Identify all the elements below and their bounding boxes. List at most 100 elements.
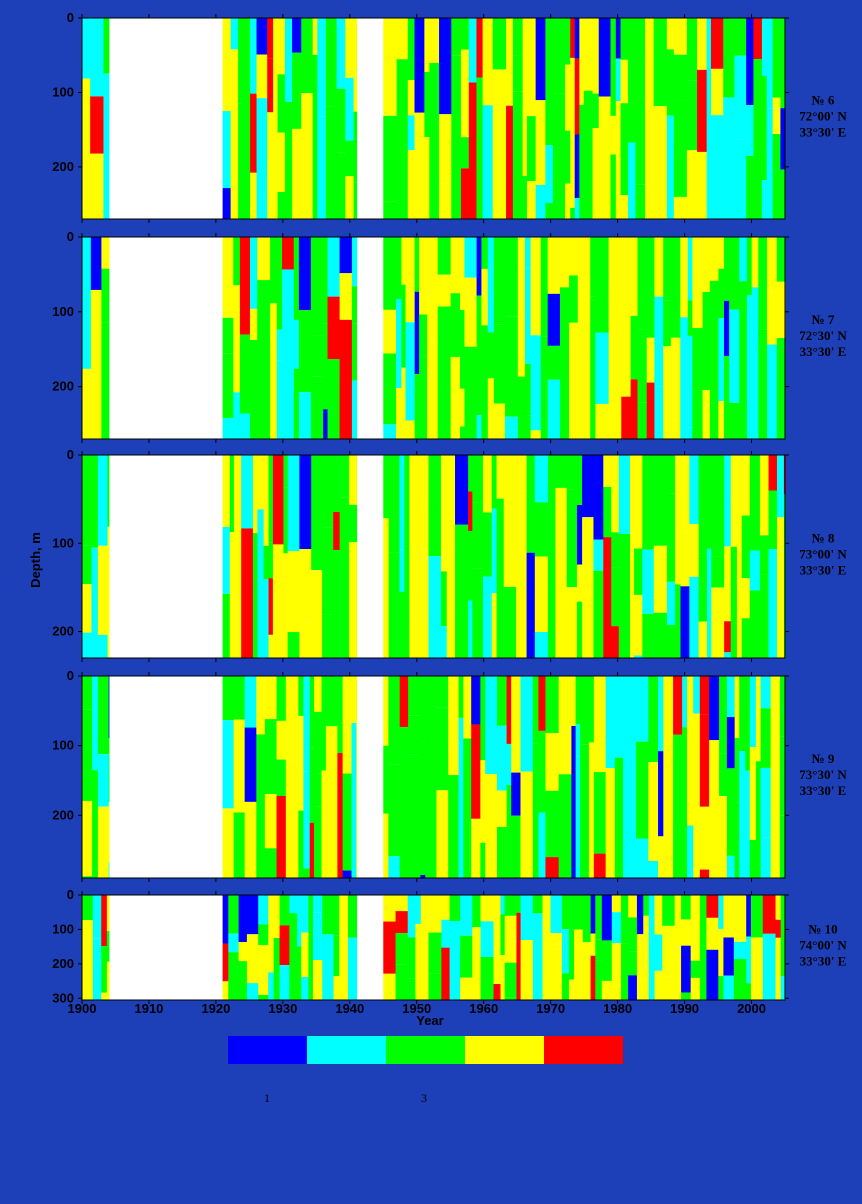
contour-cell: [520, 940, 534, 1000]
contour-cell: [558, 731, 573, 775]
contour-cell: [726, 717, 736, 769]
contour-cell: [690, 977, 701, 1000]
contour-cell: [482, 576, 493, 658]
contour-cell: [666, 581, 676, 625]
contour-cell: [680, 586, 690, 658]
contour-cell: [297, 946, 302, 1000]
contour-cell: [560, 237, 570, 288]
contour-cell: [772, 97, 782, 135]
contour-cell: [351, 237, 358, 287]
contour-cell: [268, 895, 275, 921]
contour-cell: [734, 18, 747, 56]
contour-cell: [276, 329, 283, 361]
plot-frame: [81, 894, 786, 1001]
contour-cell: [409, 623, 421, 658]
contour-cell: [356, 676, 358, 727]
station-longitude: 33°30' E: [800, 344, 847, 359]
contour-cell: [336, 88, 346, 153]
contour-cell: [568, 979, 575, 1000]
contour-cell: [719, 676, 728, 754]
contour-cell: [693, 713, 701, 878]
contour-cell: [323, 237, 329, 324]
contour-cell: [654, 332, 664, 387]
contour-cell: [383, 424, 397, 439]
contour-cell: [267, 194, 274, 219]
contour-cell: [263, 455, 270, 546]
contour-cell: [723, 237, 730, 301]
contour-cell: [424, 72, 430, 138]
contour-cell: [516, 490, 528, 658]
contour-cell: [504, 997, 518, 1000]
contour-cell: [312, 54, 318, 220]
contour-cell: [383, 353, 397, 425]
contour-cell: [545, 145, 554, 204]
contour-cell: [746, 295, 753, 439]
contour-cell: [252, 533, 259, 590]
contour-cell: [569, 237, 579, 276]
contour-cell: [436, 707, 449, 791]
contour-cell: [526, 18, 537, 117]
contour-cell: [349, 542, 358, 631]
contour-cell: [750, 937, 764, 966]
contour-cell: [614, 757, 624, 878]
contour-cell: [103, 18, 110, 74]
x-tick-label: 1970: [536, 1001, 565, 1016]
contour-cell: [308, 895, 314, 935]
contour-cell: [566, 455, 578, 490]
contour-cell: [746, 18, 755, 106]
contour-cell: [687, 738, 694, 826]
contour-cell: [429, 18, 440, 63]
contour-cell: [268, 972, 275, 1000]
contour-cell: [718, 237, 725, 269]
contour-cell: [279, 925, 290, 966]
contour-cell: [395, 895, 409, 912]
contour-cell: [663, 737, 674, 878]
contour-cell: [401, 237, 407, 285]
contour-cell: [388, 552, 401, 658]
contour-cell: [485, 774, 498, 857]
contour-cell: [322, 614, 334, 658]
contour-cell: [97, 545, 109, 635]
contour-cell: [108, 862, 110, 878]
contour-cell: [414, 18, 425, 113]
contour-cell: [710, 18, 724, 69]
contour-cell: [535, 18, 546, 101]
contour-cell: [516, 455, 528, 491]
contour-cell: [229, 632, 235, 658]
contour-cell: [458, 676, 464, 718]
contour-cell: [407, 978, 416, 1000]
y-axis-title: Depth, m: [28, 532, 43, 588]
legend-swatch: [228, 1036, 307, 1064]
contour-cell: [273, 77, 279, 220]
contour-cell: [736, 534, 743, 618]
contour-cell: [582, 574, 595, 658]
contour-cell: [276, 795, 287, 878]
contour-cell: [605, 676, 616, 769]
contour-cell: [673, 18, 688, 55]
contour-cell: [257, 509, 265, 658]
contour-cell: [719, 796, 728, 878]
contour-cell: [692, 390, 704, 439]
contour-cell: [267, 58, 274, 113]
contour-cell: [673, 676, 683, 735]
contour-cell: [709, 676, 720, 741]
contour-cell: [90, 289, 103, 381]
contour-cell: [92, 938, 102, 1000]
contour-cell: [476, 237, 483, 296]
contour-cell: [547, 531, 556, 592]
contour-cell: [610, 61, 617, 116]
contour-cell: [482, 105, 494, 186]
contour-cell: [276, 759, 287, 796]
contour-cell: [592, 18, 600, 94]
contour-cell: [298, 715, 305, 811]
contour-cell: [407, 937, 416, 979]
contour-cell: [726, 676, 736, 718]
contour-cell: [670, 237, 681, 338]
contour-cell: [449, 895, 461, 922]
contour-cell: [239, 413, 251, 439]
contour-cell: [768, 490, 778, 550]
contour-cell: [538, 730, 547, 813]
contour-cell: [687, 300, 693, 336]
contour-cell: [282, 237, 295, 270]
contour-cell: [511, 772, 522, 816]
